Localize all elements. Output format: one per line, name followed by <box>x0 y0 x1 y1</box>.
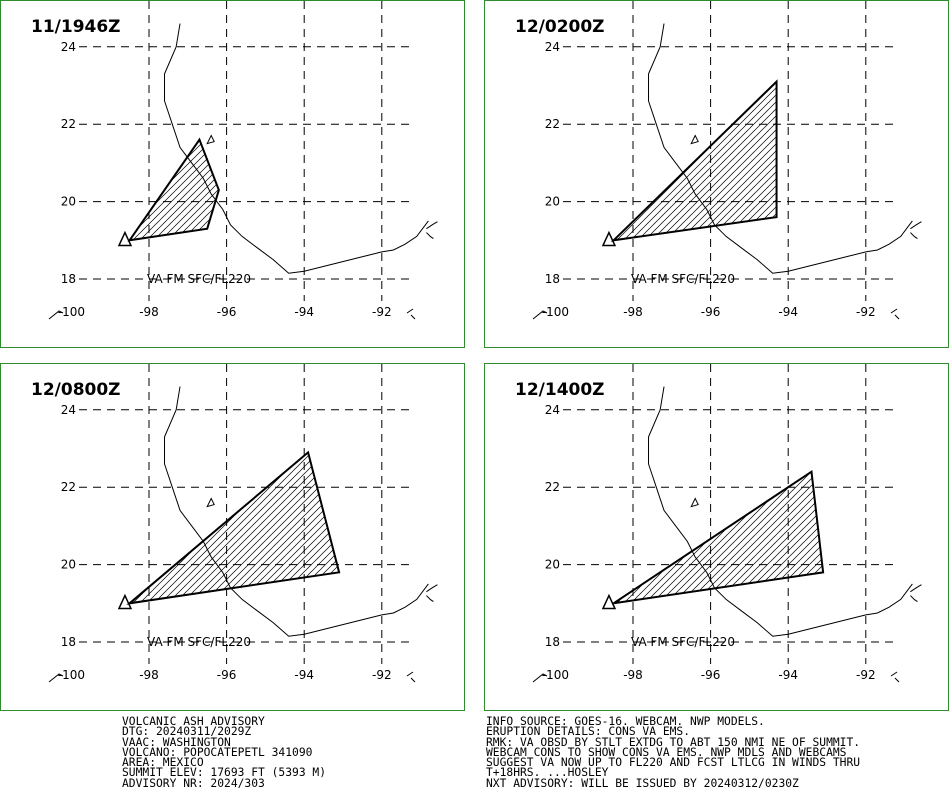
vertical-extent-label: VA FM SFC/FL220 <box>631 635 735 649</box>
lon-label: -100 <box>58 305 85 319</box>
advisory-line: SUMMIT ELEV: 17693 FT (5393 M) <box>122 766 327 780</box>
lon-label: -98 <box>623 668 643 682</box>
volcano-triangle-icon <box>601 593 617 610</box>
ash-cloud-polygon <box>610 79 778 242</box>
lat-label: 22 <box>61 480 76 494</box>
advisory-line: SUGGEST VA NOW UP TO FL220 AND FCST LTLC… <box>486 756 861 770</box>
lat-label: 22 <box>61 117 76 131</box>
lat-label: 20 <box>61 195 76 209</box>
lon-label: -94 <box>294 668 314 682</box>
lon-label: -92 <box>372 305 392 319</box>
advisory-line: VOLCANIC ASH ADVISORY <box>122 715 265 728</box>
lon-label: -92 <box>856 668 876 682</box>
lat-label: 24 <box>545 403 560 417</box>
forecast-panel-2: 18 20 22 24 -100 -98 -96 -94 -92 VA FM SFC/FL220 1… <box>484 0 949 348</box>
panel-time-title: 12/1400Z <box>515 380 605 400</box>
volcano-triangle-icon <box>117 593 133 610</box>
vertical-extent-label: VA FM SFC/FL220 <box>147 272 251 286</box>
lat-label: 18 <box>545 635 560 649</box>
ash-map: 18 20 22 24 -100 -98 -96 -94 -92 VA FM SFC/FL220 <box>532 1 922 320</box>
advisory-line: T+18HRS. ...HOSLEY <box>486 766 609 780</box>
lon-label: -100 <box>542 305 569 319</box>
ash-cloud-polygon <box>127 137 220 242</box>
lat-label: 18 <box>545 272 560 286</box>
ash-map: 18 20 22 24 -100 -98 -96 -94 -92 VA FM SFC/FL220 <box>48 1 438 320</box>
lon-label: -96 <box>217 305 237 319</box>
ash-map: 18 20 22 24 -100 -98 -96 -94 -92 VA FM SFC/FL220 <box>532 364 922 683</box>
advisory-header-info: VOLCANIC ASH ADVISORY DTG: 20240311/2029Z… <box>122 715 327 790</box>
lon-label: -100 <box>58 668 85 682</box>
lon-label: -92 <box>856 305 876 319</box>
advisory-line: AREA: MEXICO <box>122 756 204 770</box>
coastline <box>648 23 913 274</box>
lat-label: 20 <box>545 558 560 572</box>
volcano-triangle-icon <box>601 230 617 247</box>
vertical-extent-label: VA FM SFC/FL220 <box>631 272 735 286</box>
lon-label: -98 <box>623 305 643 319</box>
lat-label: 18 <box>61 272 76 286</box>
lat-label: 24 <box>545 40 560 54</box>
lon-label: -94 <box>294 305 314 319</box>
coastline <box>648 386 913 637</box>
lat-label: 22 <box>545 117 560 131</box>
advisory-line: INFO SOURCE: GOES-16. WEBCAM. NWP MODELS… <box>486 715 765 728</box>
coastline <box>164 23 429 274</box>
panel-time-title: 11/1946Z <box>31 17 121 37</box>
lon-label: -96 <box>701 668 721 682</box>
lon-label: -94 <box>778 305 798 319</box>
panel-time-title: 12/0200Z <box>515 17 605 37</box>
coastline <box>164 386 429 637</box>
forecast-panel-1: 18 20 22 24 -100 -98 -96 -94 -92 VA FM SFC/FL220 1… <box>0 0 465 348</box>
lon-label: -96 <box>217 668 237 682</box>
lat-label: 20 <box>61 558 76 572</box>
advisory-line: RMK: VA OBSD BY STLT EXTDG TO ABT 150 NM… <box>486 735 861 749</box>
ash-cloud-polygon <box>613 469 825 605</box>
advisory-line: ADVISORY NR: 2024/303 <box>122 776 265 790</box>
lat-label: 24 <box>61 403 76 417</box>
lon-label: -94 <box>778 668 798 682</box>
advisory-line: ERUPTION DETAILS: CONS VA EMS. <box>486 725 691 739</box>
lat-label: 22 <box>545 480 560 494</box>
forecast-panel-3: 18 20 22 24 -100 -98 -96 -94 -92 VA FM SFC/FL220 1… <box>0 363 465 711</box>
panel-time-title: 12/0800Z <box>31 380 121 400</box>
ash-cloud-polygon <box>126 450 341 605</box>
volcano-triangle-icon <box>117 230 133 247</box>
lon-label: -96 <box>701 305 721 319</box>
advisory-line: WEBCAM CONS TO SHOW CONS VA EMS. NWP MDL… <box>486 745 847 759</box>
advisory-line: NXT ADVISORY: WILL BE ISSUED BY 20240312… <box>486 776 799 790</box>
lon-label: -92 <box>372 668 392 682</box>
advisory-line: DTG: 20240311/2029Z <box>122 725 252 739</box>
lon-label: -98 <box>139 305 159 319</box>
forecast-panel-4: 18 20 22 24 -100 -98 -96 -94 -92 VA FM SFC/FL220 1… <box>484 363 949 711</box>
lat-label: 20 <box>545 195 560 209</box>
advisory-line: VOLCANO: POPOCATEPETL 341090 <box>122 745 313 759</box>
advisory-line: VAAC: WASHINGTON <box>122 735 231 749</box>
lat-label: 24 <box>61 40 76 54</box>
lat-label: 18 <box>61 635 76 649</box>
lon-label: -98 <box>139 668 159 682</box>
lon-label: -100 <box>542 668 569 682</box>
vertical-extent-label: VA FM SFC/FL220 <box>147 635 251 649</box>
ash-map: 18 20 22 24 -100 -98 -96 -94 -92 VA FM SFC/FL220 <box>48 364 438 683</box>
advisory-remarks-info: INFO SOURCE: GOES-16. WEBCAM. NWP MODELS… <box>486 715 861 790</box>
